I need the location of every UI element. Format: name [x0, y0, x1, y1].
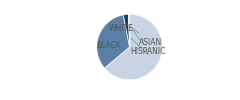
Wedge shape [97, 15, 130, 68]
Text: BLACK: BLACK [96, 41, 121, 50]
Text: ASIAN: ASIAN [129, 26, 162, 47]
Wedge shape [123, 14, 130, 47]
Text: WHITE: WHITE [109, 24, 148, 55]
Wedge shape [104, 14, 162, 80]
Wedge shape [128, 14, 130, 47]
Text: HISPANIC: HISPANIC [130, 26, 165, 56]
